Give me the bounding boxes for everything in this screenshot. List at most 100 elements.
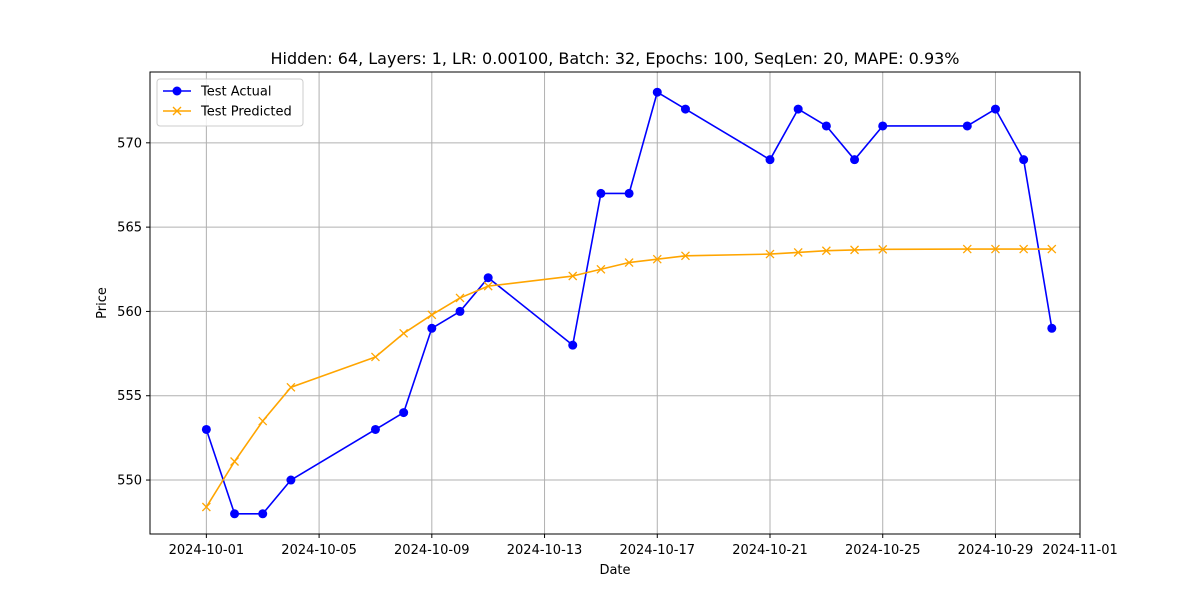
y-tick-label: 560 xyxy=(117,305,142,320)
x-marker-stroke xyxy=(370,352,380,362)
x-marker-stroke xyxy=(652,254,662,264)
x-marker-stroke xyxy=(596,264,606,274)
x-tick-label: 2024-10-25 xyxy=(845,543,921,558)
test-predicted-point xyxy=(990,244,1000,254)
test-predicted-point xyxy=(624,258,634,267)
x-marker-stroke xyxy=(850,245,860,255)
test-actual-point xyxy=(962,121,972,131)
x-marker-stroke xyxy=(399,328,409,338)
chart-title: Hidden: 64, Layers: 1, LR: 0.00100, Batc… xyxy=(270,49,959,68)
test-actual-point xyxy=(850,155,860,165)
test-predicted-point xyxy=(258,416,268,426)
test-predicted-point xyxy=(399,328,409,338)
test-predicted-point xyxy=(680,251,690,261)
x-marker-stroke xyxy=(680,251,690,261)
legend-swatch-marker xyxy=(172,106,182,116)
x-marker-stroke xyxy=(230,457,240,466)
x-marker-stroke xyxy=(878,244,888,254)
test-actual-point xyxy=(765,155,775,165)
test-predicted-point xyxy=(370,352,380,362)
x-marker-stroke xyxy=(258,416,268,426)
x-axis-label: Date xyxy=(599,563,630,578)
plot-frame xyxy=(149,71,1081,535)
legend-swatch-marker xyxy=(172,86,182,96)
test-actual-point xyxy=(793,104,803,114)
test-actual-point xyxy=(201,424,211,434)
x-marker-stroke xyxy=(568,271,578,281)
x-marker-stroke xyxy=(765,249,775,259)
x-marker-stroke xyxy=(793,247,803,257)
test-actual-series xyxy=(201,87,1057,519)
test-predicted-point xyxy=(652,254,662,264)
axis-ticks: 2024-10-01 2024-10-05 2024-10-09 2024-10-13… xyxy=(117,136,1118,558)
x-tick-label: 2024-10-13 xyxy=(507,543,583,558)
test-predicted-point xyxy=(230,457,240,466)
test-predicted-point xyxy=(427,310,437,320)
legend-item-test-predicted: Test Predicted xyxy=(163,105,292,120)
x-tick-label: 2024-10-17 xyxy=(619,543,695,558)
test-actual-point xyxy=(680,104,690,114)
test-predicted-point xyxy=(483,281,493,291)
test-actual-point xyxy=(483,273,493,283)
x-marker-stroke xyxy=(624,258,634,267)
x-tick-label: 2024-10-09 xyxy=(394,543,470,558)
legend-label: Test Predicted xyxy=(200,105,292,120)
x-tick-label: 2024-10-05 xyxy=(281,543,357,558)
test-actual-point xyxy=(370,424,380,434)
test-predicted-point xyxy=(201,502,211,512)
y-tick-label: 550 xyxy=(117,474,142,489)
legend-item-test-actual: Test Actual xyxy=(163,85,271,100)
test-actual-point xyxy=(399,408,409,418)
x-marker-stroke xyxy=(962,244,972,254)
test-actual-point xyxy=(652,87,662,97)
test-predicted-point xyxy=(962,244,972,254)
test-actual-point xyxy=(990,104,1000,114)
x-marker-stroke xyxy=(427,310,437,320)
test-predicted-series xyxy=(201,244,1057,512)
x-marker-stroke xyxy=(483,281,493,291)
test-predicted-point xyxy=(878,244,888,254)
x-tick-label: 2024-11-01 xyxy=(1042,543,1118,558)
test-predicted-point xyxy=(596,264,606,274)
test-predicted-point xyxy=(1047,244,1057,254)
test-actual-point xyxy=(455,306,465,316)
test-actual-point xyxy=(624,188,634,198)
legend-box xyxy=(156,78,304,127)
x-tick-label: 2024-10-21 xyxy=(732,543,808,558)
test-predicted-point xyxy=(455,293,465,303)
legend: Test Actual Test Predicted xyxy=(156,78,304,127)
test-predicted-point xyxy=(850,245,860,255)
test-predicted-point xyxy=(793,247,803,257)
x-marker-stroke xyxy=(172,106,182,116)
legend-label: Test Actual xyxy=(200,85,271,100)
x-marker-stroke xyxy=(1019,244,1029,254)
x-marker-stroke xyxy=(990,244,1000,254)
legend-items: Test Actual Test Predicted xyxy=(163,85,292,120)
x-tick-label: 2024-10-01 xyxy=(169,543,245,558)
x-marker-stroke xyxy=(455,293,465,303)
series-layer xyxy=(201,87,1057,519)
y-tick-label: 555 xyxy=(117,389,142,404)
test-actual-point xyxy=(427,323,437,333)
y-tick-label: 565 xyxy=(117,221,142,236)
test-actual-point xyxy=(821,121,831,131)
y-axis-label: Price xyxy=(95,287,110,319)
test-actual-point xyxy=(568,340,578,350)
test-actual-point xyxy=(1047,323,1057,333)
x-tick-label: 2024-10-29 xyxy=(958,543,1034,558)
test-actual-point xyxy=(878,121,888,131)
x-marker-stroke xyxy=(286,382,296,392)
test-predicted-point xyxy=(1019,244,1029,254)
test-actual-point xyxy=(286,475,296,485)
test-actual-point xyxy=(258,509,268,519)
test-predicted-point xyxy=(765,249,775,259)
test-predicted-point xyxy=(286,382,296,392)
x-marker-stroke xyxy=(201,502,211,512)
test-predicted-point xyxy=(568,271,578,281)
test-actual-point xyxy=(596,188,606,198)
x-marker-stroke xyxy=(1047,244,1057,254)
test-actual-point xyxy=(1019,155,1029,165)
test-actual-point xyxy=(230,509,240,519)
test-predicted-point xyxy=(821,246,831,256)
